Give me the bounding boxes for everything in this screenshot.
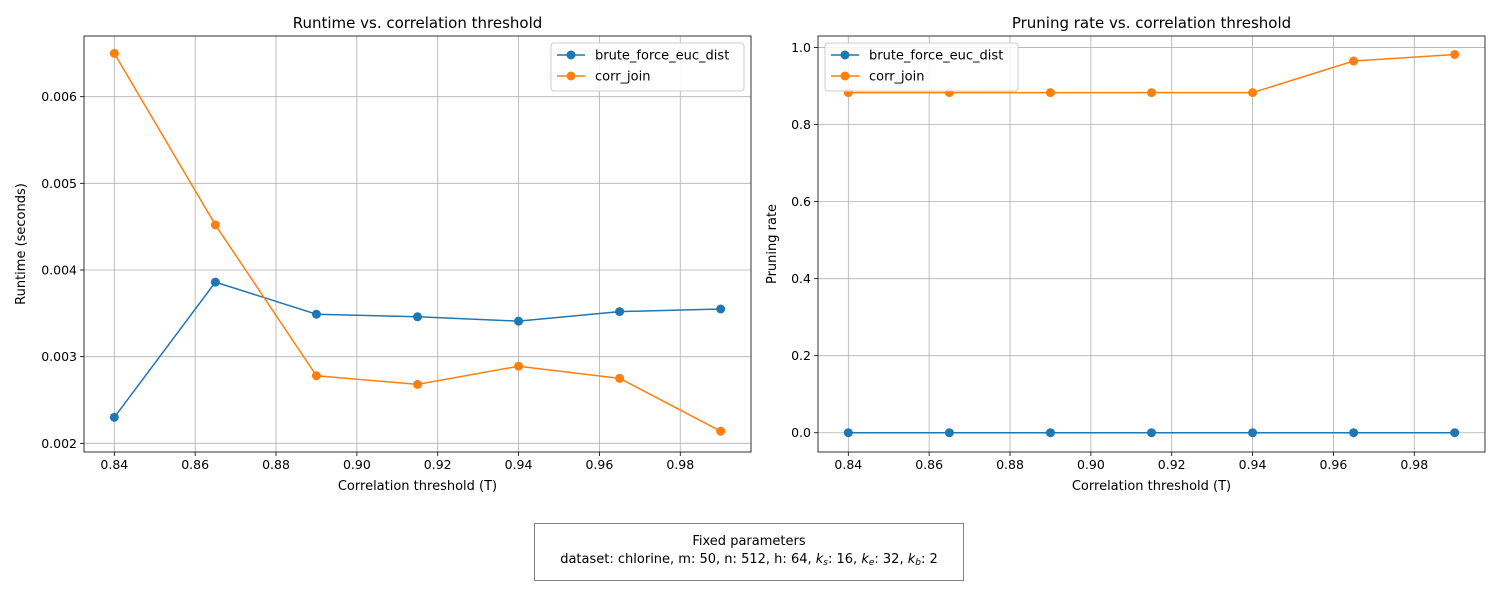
y-tick-label: 0.003 [41, 349, 77, 364]
x-tick-label: 0.86 [915, 457, 943, 472]
x-tick-label: 0.88 [262, 457, 290, 472]
data-point-brute_force_euc_dist [1147, 428, 1156, 438]
data-point-corr_join [1045, 88, 1055, 98]
y-tick-label: 0.8 [791, 117, 811, 132]
fixed-parameters-title: Fixed parameters [692, 534, 806, 549]
n-label: , n: [716, 552, 742, 567]
data-point-corr_join [1349, 56, 1359, 66]
data-point-corr_join [1147, 88, 1156, 98]
legend-swatch-marker [840, 50, 850, 60]
y-tick-label: 0.005 [41, 176, 77, 191]
y-axis-label: Runtime (seconds) [14, 183, 29, 305]
m-label: , m: [670, 552, 700, 567]
data-point-brute_force_euc_dist [1450, 428, 1460, 438]
x-tick-label: 0.84 [834, 457, 862, 472]
data-point-brute_force_euc_dist [1045, 428, 1055, 438]
legend-swatch-marker [840, 71, 850, 81]
x-axis-label: Correlation threshold (T) [1072, 479, 1231, 494]
data-point-brute_force_euc_dist [210, 277, 220, 287]
y-tick-label: 0.4 [791, 271, 811, 286]
y-tick-label: 0.004 [41, 263, 77, 278]
data-point-brute_force_euc_dist [514, 316, 524, 326]
x-tick-label: 0.84 [100, 457, 128, 472]
legend-label: brute_force_euc_dist [595, 49, 729, 64]
data-point-brute_force_euc_dist [944, 428, 954, 438]
x-tick-label: 0.96 [1319, 457, 1347, 472]
legend: brute_force_euc_dist corr_join [824, 42, 1019, 92]
m-value: 50 [699, 552, 717, 567]
y-tick-label: 1.0 [791, 40, 811, 55]
data-point-corr_join [311, 371, 321, 381]
legend-box [824, 42, 1019, 92]
axes-frame [83, 35, 752, 453]
data-point-brute_force_euc_dist [716, 304, 726, 314]
data-point-brute_force_euc_dist [1349, 428, 1359, 438]
x-tick-label: 0.94 [1239, 457, 1267, 472]
x-tick-label: 0.98 [1400, 457, 1428, 472]
data-point-corr_join [1248, 88, 1258, 98]
legend-label: corr_join [595, 70, 650, 85]
legend-label: corr_join [869, 70, 924, 85]
data-point-brute_force_euc_dist [843, 428, 853, 438]
data-point-brute_force_euc_dist [311, 309, 321, 319]
chart-title: Runtime vs. correlation threshold [293, 14, 543, 32]
ks-label: , ks: [807, 552, 837, 568]
h-value: 64 [790, 552, 808, 567]
x-axis-label: Correlation threshold (T) [338, 479, 497, 494]
chart-title: Pruning rate vs. correlation threshold [1012, 14, 1291, 32]
y-tick-label: 0.6 [791, 194, 811, 209]
y-tick-label: 0.2 [791, 348, 811, 363]
data-point-corr_join [615, 373, 625, 383]
data-point-brute_force_euc_dist [413, 312, 422, 322]
y-tick-label: 0.0 [791, 425, 811, 440]
dataset-value: chlorine [617, 552, 671, 567]
kb-label: , kb: [899, 552, 930, 568]
fixed-parameters-box: Fixed parameters dataset: chlorine, m: 5… [534, 523, 964, 581]
x-tick-label: 0.86 [181, 457, 209, 472]
dataset-label: dataset: [560, 552, 618, 567]
x-tick-label: 0.96 [585, 457, 613, 472]
data-point-corr_join [109, 48, 119, 58]
y-tick-label: 0.006 [41, 89, 77, 104]
fixed-parameters-values: dataset: chlorine, m: 50, n: 512, h: 64,… [535, 551, 963, 572]
data-point-brute_force_euc_dist [615, 307, 625, 317]
n-value: 512 [741, 552, 766, 567]
chart-panel-2: 0.84 0.86 0.88 0.90 0.92 0.94 0.96 0.98 0.0 0.2 0.… [765, 14, 1486, 494]
x-tick-label: 0.90 [343, 457, 371, 472]
x-tick-label: 0.90 [1077, 457, 1105, 472]
ks-value: 16 [836, 552, 854, 567]
chart-panel-1: 0.84 0.86 0.88 0.90 0.92 0.94 0.96 0.98 0.002 0.0… [14, 14, 752, 494]
axes-frame [817, 35, 1486, 453]
x-tick-label: 0.92 [1158, 457, 1186, 472]
kb-value: 2 [929, 552, 938, 567]
data-point-corr_join [210, 220, 220, 230]
data-point-corr_join [413, 379, 422, 389]
series-line-brute_force_euc_dist [113, 281, 721, 418]
legend-box [550, 42, 745, 92]
data-point-corr_join [1450, 49, 1460, 59]
data-point-corr_join [514, 361, 524, 371]
legend-swatch-marker [566, 50, 576, 60]
h-label: , h: [765, 552, 791, 567]
y-axis-label: Pruning rate [765, 204, 780, 284]
data-point-brute_force_euc_dist [109, 412, 119, 422]
x-tick-label: 0.88 [996, 457, 1024, 472]
x-tick-label: 0.92 [424, 457, 452, 472]
y-tick-label: 0.002 [41, 436, 77, 451]
x-tick-label: 0.98 [666, 457, 694, 472]
legend: brute_force_euc_dist corr_join [550, 42, 745, 92]
x-tick-label: 0.94 [505, 457, 533, 472]
data-point-corr_join [716, 426, 726, 436]
legend-label: brute_force_euc_dist [869, 49, 1003, 64]
ke-value: 32 [882, 552, 900, 567]
legend-swatch-marker [566, 71, 576, 81]
data-point-brute_force_euc_dist [1248, 428, 1258, 438]
ke-label: , ke: [853, 552, 883, 568]
series-line-corr_join [113, 52, 722, 432]
